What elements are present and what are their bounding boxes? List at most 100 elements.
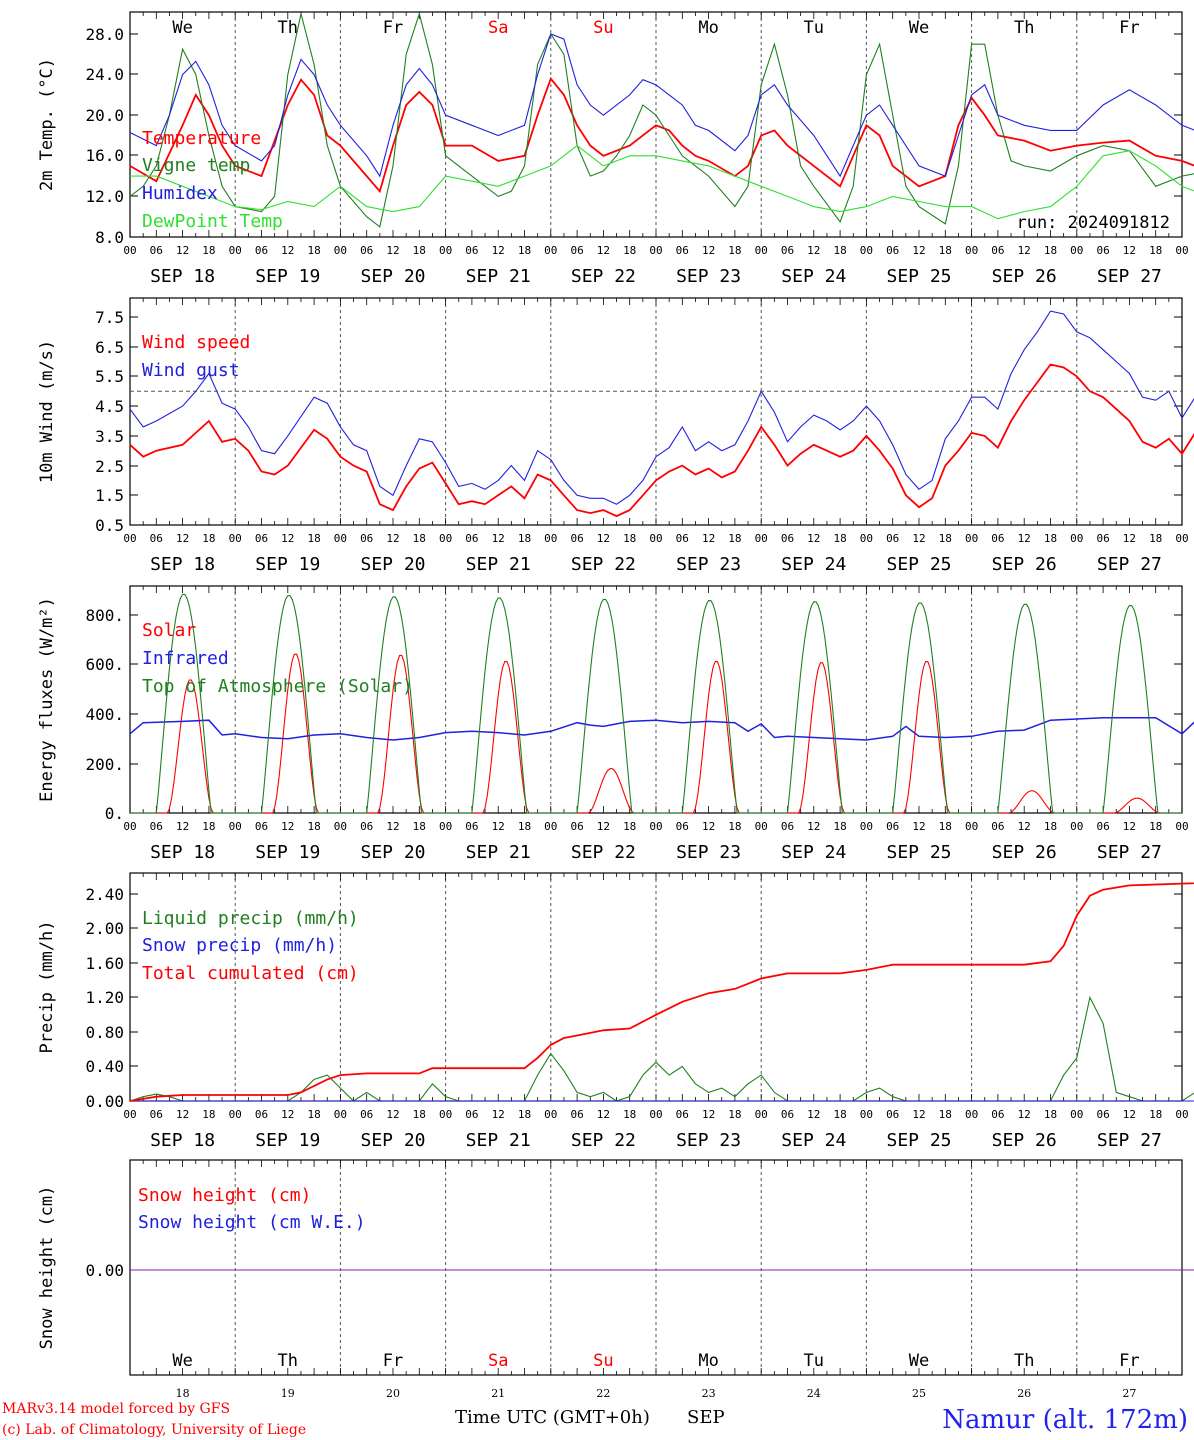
legend-entry: Snow height (cm W.E.) (138, 1212, 366, 1233)
day-number-label: 26 (1017, 1387, 1031, 1400)
hour-tick-label: 06 (465, 532, 478, 545)
hour-tick-label: 12 (281, 1108, 294, 1121)
hour-tick-label: 06 (465, 244, 478, 257)
hour-tick-label: 06 (676, 532, 689, 545)
date-label: SEP 24 (781, 842, 846, 863)
hour-tick-label: 06 (465, 1108, 478, 1121)
station-name: Namur (alt. 172m) (942, 1405, 1188, 1435)
legend-entry: Humidex (142, 183, 218, 204)
hour-tick-label: 00 (860, 244, 873, 257)
weekday-label: We (172, 1351, 192, 1371)
hour-tick-label: 06 (1096, 820, 1109, 833)
hour-tick-label: 18 (728, 532, 741, 545)
date-label: SEP 26 (992, 266, 1057, 287)
series-line-0-1 (129, 11, 1194, 228)
hour-tick-label: 18 (1044, 1108, 1057, 1121)
hour-tick-label: 00 (965, 820, 978, 833)
hour-tick-label: 00 (1070, 820, 1083, 833)
hour-tick-label: 18 (202, 1108, 215, 1121)
hour-tick-label: 18 (518, 532, 531, 545)
hour-tick-label: 18 (202, 532, 215, 545)
hour-tick-label: 06 (150, 532, 163, 545)
weekday-label: Th (278, 1351, 298, 1371)
hour-tick-label: 06 (886, 1108, 899, 1121)
hour-tick-label: 18 (307, 1108, 320, 1121)
hour-tick-label: 12 (1018, 244, 1031, 257)
legend-entry: Total cumulated (cm) (142, 963, 359, 984)
hour-tick-label: 00 (123, 1108, 136, 1121)
date-label: SEP 20 (360, 554, 425, 575)
series-line-0-3 (130, 144, 1194, 220)
weekday-label: Fr (383, 1351, 403, 1371)
y-tick-label: 2.00 (85, 919, 124, 938)
weekday-label: We (909, 18, 929, 38)
date-label: SEP 25 (886, 554, 951, 575)
hour-tick-label: 12 (281, 532, 294, 545)
hour-tick-label: 00 (334, 244, 347, 257)
date-label: SEP 21 (466, 842, 531, 863)
hour-tick-label: 12 (1018, 1108, 1031, 1121)
weekday-label: Su (593, 1351, 613, 1371)
hour-tick-label: 06 (150, 820, 163, 833)
weekday-label: Sa (488, 18, 508, 38)
hour-tick-label: 12 (912, 1108, 925, 1121)
legend-entry: Wind speed (142, 332, 250, 353)
hour-tick-label: 00 (1070, 532, 1083, 545)
hour-tick-label: 12 (702, 244, 715, 257)
y-tick-label: 1.60 (85, 954, 124, 973)
hour-tick-label: 00 (649, 532, 662, 545)
weekday-label: We (172, 18, 192, 38)
hour-tick-label: 18 (728, 1108, 741, 1121)
hour-tick-label: 18 (307, 820, 320, 833)
hour-tick-label: 12 (597, 1108, 610, 1121)
y-tick-label: 12.0 (85, 187, 124, 206)
hour-tick-label: 00 (439, 244, 452, 257)
hour-tick-label: 06 (781, 1108, 794, 1121)
date-label: SEP 19 (255, 266, 320, 287)
legend-entry: Solar (142, 620, 196, 641)
hour-tick-label: 00 (439, 532, 452, 545)
date-label: SEP 18 (150, 266, 215, 287)
run-label: run: 2024091812 (1016, 213, 1170, 233)
hour-tick-label: 06 (360, 1108, 373, 1121)
model-credit: MARv3.14 model forced by GFS (2, 1401, 230, 1417)
hour-tick-label: 00 (544, 532, 557, 545)
hour-tick-label: 06 (781, 532, 794, 545)
series-line-0-0 (129, 76, 1194, 194)
legend-entry: Wind gust (142, 360, 240, 381)
hour-tick-label: 18 (728, 244, 741, 257)
hour-tick-label: 06 (360, 244, 373, 257)
hour-tick-label: 00 (1070, 244, 1083, 257)
hour-tick-label: 18 (307, 244, 320, 257)
date-label: SEP 27 (1097, 842, 1162, 863)
hour-tick-label: 12 (912, 532, 925, 545)
date-label: SEP 21 (466, 554, 531, 575)
hour-tick-label: 12 (1123, 532, 1136, 545)
date-label: SEP 22 (571, 1130, 636, 1151)
date-label: SEP 25 (886, 266, 951, 287)
legend-entry: Snow precip (mm/h) (142, 935, 337, 956)
hour-tick-label: 00 (334, 532, 347, 545)
hour-tick-label: 12 (807, 244, 820, 257)
hour-tick-label: 18 (623, 1108, 636, 1121)
weekday-label: Sa (488, 1351, 508, 1371)
panel-2: 0.5 1.5 2.5 3.5 4.5 5.5 6.5 7.5 10m Wind (m/s) 00… (37, 297, 1189, 575)
series-line-1-1 (129, 310, 1194, 505)
date-label: SEP 26 (992, 842, 1057, 863)
hour-tick-label: 18 (939, 244, 952, 257)
hour-tick-label: 06 (255, 532, 268, 545)
hour-tick-label: 18 (413, 244, 426, 257)
hour-tick-label: 06 (150, 244, 163, 257)
weekday-label: Mo (698, 18, 718, 38)
day-number-label: 19 (281, 1387, 295, 1400)
hour-tick-label: 00 (649, 1108, 662, 1121)
y-tick-label: 0.80 (85, 1023, 124, 1042)
hour-tick-label: 12 (386, 532, 399, 545)
panel-3: 0. 200. 400. 600. 800. Energy fluxes (W/m²) 00… (37, 585, 1189, 863)
hour-tick-label: 06 (570, 532, 583, 545)
series-line-0-2 (129, 33, 1194, 178)
hour-tick-label: 18 (1149, 532, 1162, 545)
hour-tick-label: 00 (123, 532, 136, 545)
y-tick-label: 0.00 (85, 1092, 124, 1111)
